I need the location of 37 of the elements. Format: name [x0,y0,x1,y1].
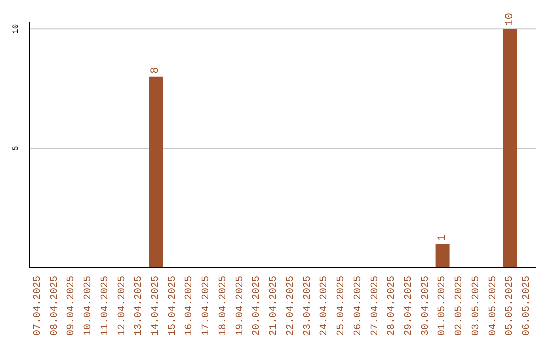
x-tick-label: 02.05.2025 [454,276,466,336]
bar [149,76,164,268]
y-tick-label: 5 [12,146,21,151]
x-tick-label: 14.04.2025 [151,276,162,336]
x-tick-label: 24.04.2025 [320,276,331,336]
x-tick-label: 28.04.2025 [387,276,398,336]
x-tick-label: 20.04.2025 [252,276,264,336]
x-tick-label: 05.05.2025 [505,276,516,336]
x-tick-label: 18.04.2025 [218,276,230,336]
bar [503,29,518,268]
x-tick-label: 01.05.2025 [438,276,449,336]
x-tick-label: 06.05.2025 [522,276,534,336]
bar [436,244,450,268]
x-tick-label: 23.04.2025 [302,276,314,336]
x-tick-label: 07.04.2025 [32,276,44,336]
x-tick-label: 16.04.2025 [184,276,196,336]
x-tick-label: 11.04.2025 [100,276,112,336]
x-tick-label: 30.04.2025 [420,276,432,336]
x-tick-label: 12.04.2025 [117,276,128,336]
data-label: 1 [436,234,449,242]
x-tick-label: 03.05.2025 [471,276,482,336]
x-tick-label: 13.04.2025 [134,276,146,336]
x-tick-label: 27.04.2025 [370,276,382,336]
x-tick-label: 25.04.2025 [336,276,348,336]
x-tick-label: 10.04.2025 [84,276,95,336]
x-tick-label: 29.04.2025 [404,276,415,336]
x-tick-label: 08.04.2025 [50,276,61,336]
x-tick-label: 09.04.2025 [66,276,78,336]
data-label: 10 [504,12,516,26]
x-tick-label: 21.04.2025 [269,276,280,336]
x-tick-label: 26.04.2025 [353,276,364,336]
x-tick-label: 17.04.2025 [202,276,213,336]
x-tick-label: 22.04.2025 [286,276,297,336]
x-tick-label: 04.05.2025 [488,276,500,336]
x-tick-label: 15.04.2025 [168,276,179,336]
x-tick-label: 19.04.2025 [235,276,246,336]
data-label: 8 [150,67,162,74]
